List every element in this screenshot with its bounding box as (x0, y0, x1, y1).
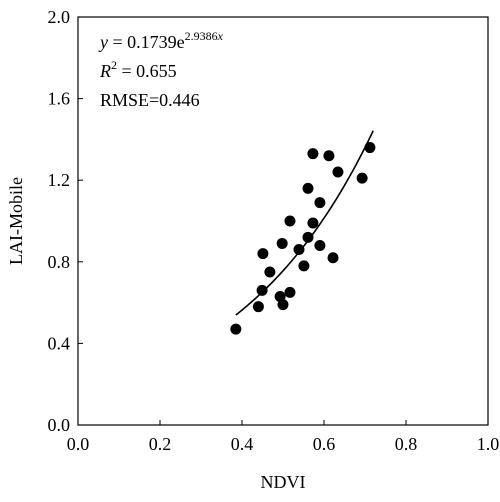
eq-var: x (217, 29, 224, 43)
point (307, 217, 319, 229)
r2-value: 0.655 (136, 61, 177, 81)
x-tick-label: 0.8 (395, 434, 418, 454)
x-tick-label: 0.6 (313, 434, 336, 454)
r2-power: 2 (111, 58, 117, 72)
point (298, 260, 310, 272)
r2-symbol: R (99, 61, 111, 81)
point (323, 150, 335, 162)
y-tick-label: 2.0 (48, 7, 71, 27)
point (256, 284, 268, 296)
point (332, 166, 344, 178)
point (302, 182, 314, 194)
eq-base: e (177, 32, 185, 52)
r-squared: R2 = 0.655 (99, 58, 177, 81)
rmse: RMSE=0.446 (100, 90, 200, 110)
y-tick-label: 1.6 (48, 89, 71, 109)
point (307, 148, 319, 160)
x-axis-label: NDVI (261, 472, 306, 492)
point (276, 237, 288, 249)
fit-curve (235, 130, 374, 316)
point (293, 244, 305, 256)
point (257, 248, 269, 260)
y-tick-label: 1.2 (48, 170, 71, 190)
point (284, 286, 296, 298)
eq-b: 2.9386 (185, 29, 218, 43)
point (302, 231, 314, 243)
x-tick-label: 0.0 (67, 434, 90, 454)
y-tick-label: 0.0 (48, 415, 71, 435)
plot-frame (77, 16, 489, 426)
y-tick-label: 0.4 (48, 333, 71, 353)
rmse-label: RMSE= (100, 90, 159, 110)
point (314, 197, 326, 209)
point (230, 323, 242, 335)
point (327, 252, 339, 264)
eq-lhs: y (98, 32, 108, 52)
eq-a: 0.1739 (127, 32, 177, 52)
point (356, 172, 368, 184)
x-tick-label: 1.0 (477, 434, 500, 454)
point (277, 299, 289, 311)
point (364, 142, 376, 154)
point (284, 215, 296, 227)
y-axis-label: LAI-Mobile (6, 177, 26, 265)
r2-sign: = (117, 61, 136, 81)
point (314, 239, 326, 251)
point (252, 301, 264, 313)
x-tick-label: 0.4 (231, 434, 254, 454)
point (264, 266, 276, 278)
equation: y = 0.1739e2.9386x (98, 29, 224, 52)
rmse-value: 0.446 (159, 90, 200, 110)
eq-sign: = (108, 32, 127, 52)
y-tick-label: 0.8 (48, 252, 71, 272)
x-tick-label: 0.2 (149, 434, 172, 454)
